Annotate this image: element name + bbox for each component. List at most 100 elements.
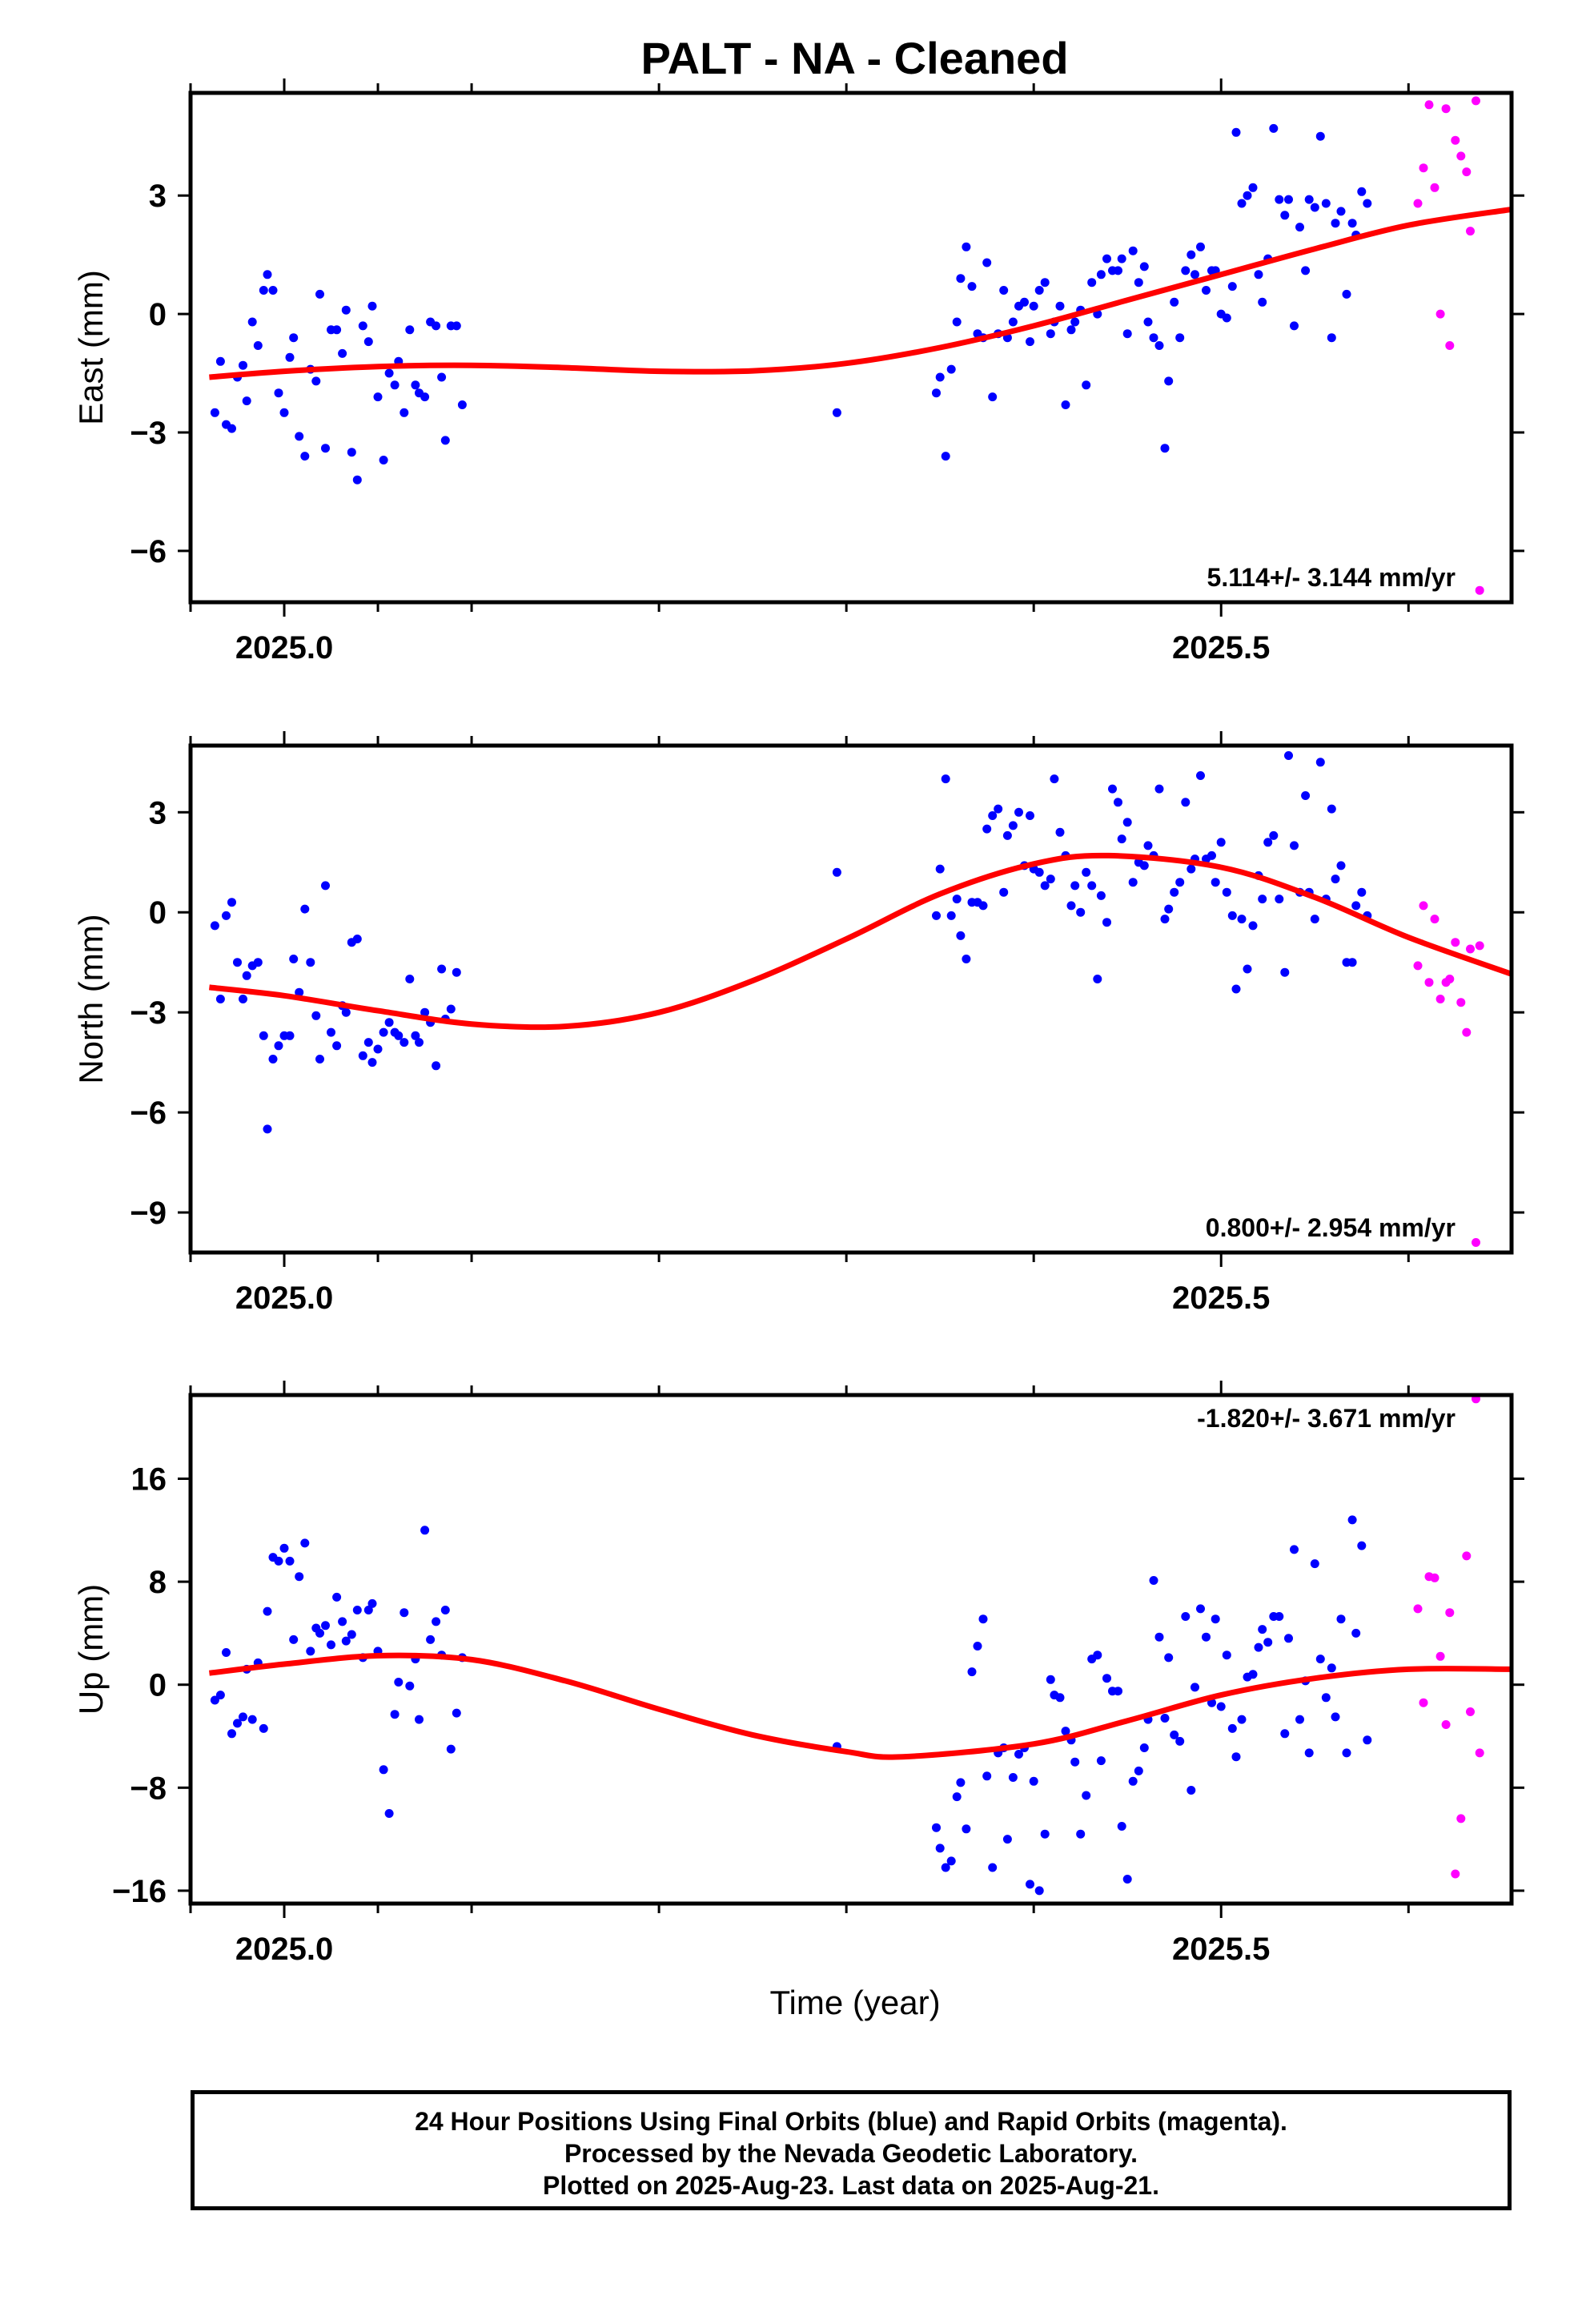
final-orbit-point — [1301, 266, 1311, 275]
caption-line: Plotted on 2025-Aug-23. Last data on 202… — [543, 2171, 1159, 2200]
final-orbit-point — [1310, 203, 1319, 212]
final-orbit-point — [222, 911, 231, 920]
x-tick-label-north: 2025.0 — [235, 1281, 333, 1316]
final-orbit-point — [263, 1124, 272, 1134]
final-orbit-point — [1020, 297, 1029, 307]
final-orbit-point — [978, 901, 988, 911]
y-tick-label-north: 0 — [149, 895, 167, 931]
final-orbit-point — [247, 317, 257, 327]
final-orbit-point — [1248, 183, 1258, 192]
final-orbit-point — [1351, 1628, 1361, 1638]
final-orbit-point — [274, 388, 283, 398]
final-orbit-point — [1211, 1614, 1220, 1624]
final-orbit-point — [1040, 278, 1050, 287]
final-orbit-point — [1128, 246, 1138, 255]
final-orbit-point — [1002, 1835, 1012, 1844]
final-orbit-point — [1122, 329, 1132, 339]
rapid-orbit-point — [1462, 1027, 1472, 1037]
final-orbit-point — [1149, 1576, 1158, 1585]
final-orbit-point — [1202, 1632, 1211, 1642]
final-orbit-point — [1310, 915, 1319, 924]
final-orbit-point — [967, 1667, 977, 1677]
final-orbit-point — [384, 1809, 394, 1818]
rapid-orbit-point — [1472, 96, 1480, 106]
final-orbit-point — [1026, 337, 1034, 347]
final-orbit-point — [363, 337, 373, 347]
final-orbit-point — [952, 895, 962, 904]
chart-title: PALT - NA - Cleaned — [640, 33, 1069, 83]
rapid-orbit-point — [1475, 1748, 1484, 1758]
final-orbit-point — [239, 360, 247, 370]
final-orbit-point — [1066, 901, 1076, 911]
final-orbit-point — [952, 317, 962, 327]
final-orbit-point — [962, 955, 971, 963]
final-orbit-point — [1331, 219, 1340, 228]
final-orbit-point — [268, 286, 278, 295]
final-orbit-point — [1196, 1604, 1205, 1614]
final-orbit-point — [367, 1598, 377, 1608]
final-orbit-point — [1061, 1727, 1070, 1736]
final-orbit-point — [1070, 881, 1080, 891]
final-orbit-point — [1093, 1651, 1102, 1660]
final-orbit-point — [1243, 191, 1252, 200]
rapid-orbit-point — [1424, 978, 1434, 987]
final-orbit-point — [363, 1606, 373, 1614]
final-orbit-point — [982, 824, 992, 834]
final-orbit-point — [1034, 286, 1044, 295]
final-orbit-point — [988, 392, 998, 402]
final-orbit-point — [1280, 211, 1290, 220]
final-orbit-point — [962, 242, 971, 251]
x-tick-label-east: 2025.5 — [1172, 630, 1270, 665]
final-orbit-point — [321, 881, 330, 891]
final-orbit-point — [295, 432, 304, 441]
final-orbit-point — [1139, 861, 1149, 870]
final-orbit-point — [1227, 282, 1237, 292]
final-orbit-point — [1181, 266, 1191, 275]
final-orbit-point — [420, 1526, 430, 1535]
final-orbit-point — [347, 1630, 356, 1639]
final-orbit-point — [1087, 881, 1097, 891]
y-tick-label-up: 16 — [131, 1462, 167, 1497]
final-orbit-point — [1207, 850, 1216, 860]
rapid-orbit-point — [1466, 1707, 1475, 1716]
final-orbit-point — [1248, 1670, 1258, 1679]
final-orbit-point — [1227, 1723, 1237, 1733]
final-orbit-point — [379, 1765, 388, 1775]
rapid-orbit-point — [1435, 309, 1445, 319]
final-orbit-point — [1290, 321, 1299, 331]
final-orbit-point — [239, 995, 247, 1003]
final-orbit-point — [440, 1606, 450, 1614]
final-orbit-point — [946, 911, 956, 920]
final-orbit-point — [315, 1628, 324, 1638]
rapid-orbit-point — [1456, 998, 1466, 1007]
final-orbit-point — [285, 1556, 295, 1566]
final-orbit-point — [1117, 254, 1126, 263]
final-orbit-point — [1134, 1766, 1143, 1775]
up-plot-frame — [188, 1393, 1514, 1906]
final-orbit-point — [1164, 376, 1174, 386]
final-orbit-point — [1342, 1748, 1351, 1758]
final-orbit-point — [332, 1041, 342, 1051]
east-model-curve — [209, 206, 1512, 380]
final-orbit-point — [274, 1041, 283, 1051]
final-orbit-point — [285, 352, 295, 362]
final-orbit-point — [210, 1695, 219, 1705]
final-orbit-point — [1254, 270, 1263, 279]
final-orbit-point — [1114, 266, 1122, 275]
final-orbit-point — [222, 1648, 231, 1657]
rapid-orbit-point — [1419, 1698, 1428, 1707]
final-orbit-point — [210, 921, 219, 931]
y-tick-label-north: −9 — [130, 1196, 167, 1231]
final-orbit-point — [1014, 1750, 1023, 1759]
final-orbit-point — [1114, 798, 1122, 807]
rapid-orbit-point — [1466, 227, 1475, 236]
rapid-orbit-point — [1472, 1395, 1480, 1404]
rapid-orbit-point — [1413, 199, 1423, 208]
x-tick-label-north: 2025.5 — [1172, 1281, 1270, 1316]
x-axis-label: Time (year) — [769, 1984, 940, 2021]
north-rate-label: 0.800+/- 2.954 mm/yr — [1206, 1213, 1456, 1242]
final-orbit-point — [1231, 984, 1241, 994]
final-orbit-point — [242, 971, 251, 980]
final-orbit-point — [1196, 771, 1205, 780]
final-orbit-point — [1122, 818, 1132, 827]
